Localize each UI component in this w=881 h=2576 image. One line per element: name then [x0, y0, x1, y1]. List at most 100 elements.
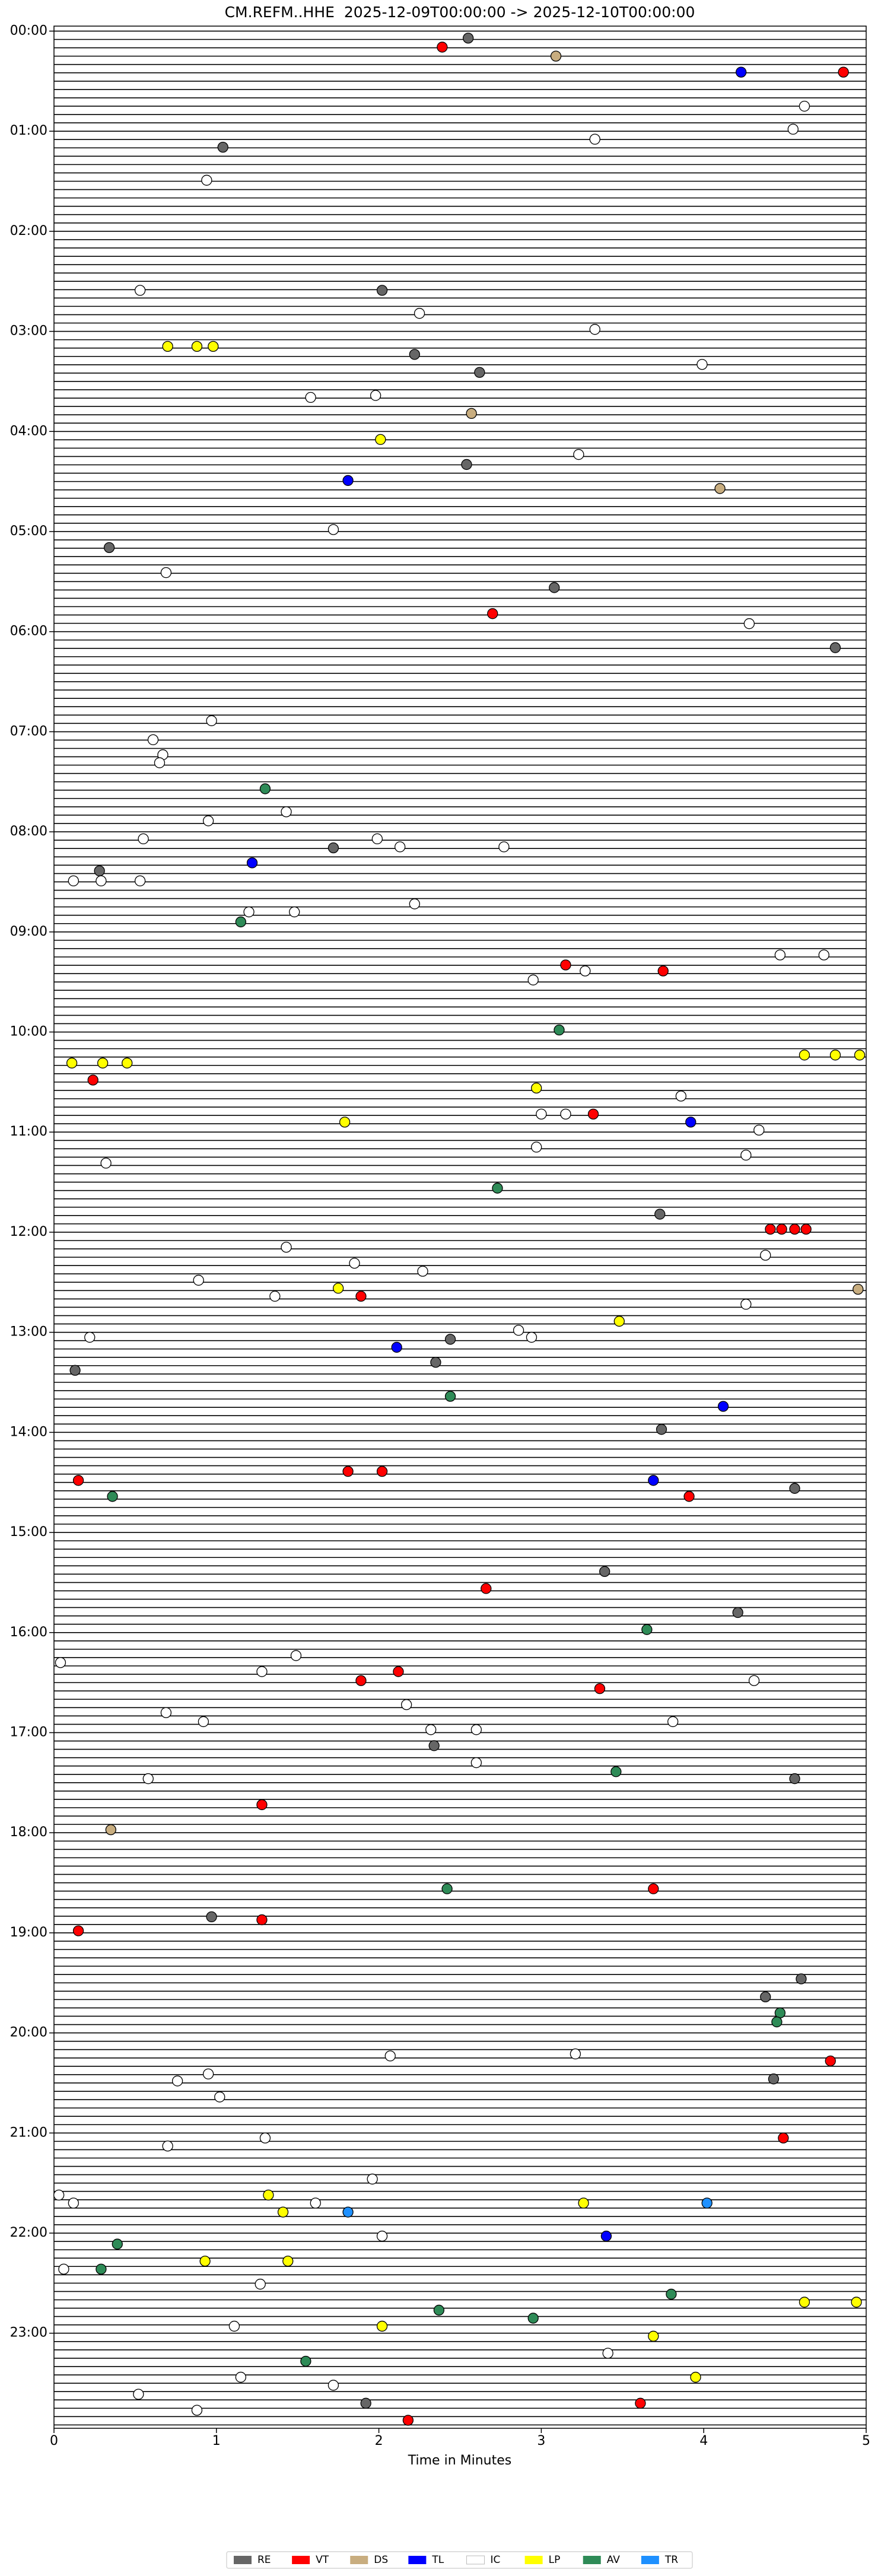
x-tick-label: 4 [699, 2434, 708, 2448]
event-marker [760, 1991, 771, 2003]
event-marker [333, 1283, 344, 1294]
event-marker [560, 1108, 571, 1120]
legend-swatch [466, 2555, 485, 2565]
event-marker [466, 408, 477, 419]
y-tick-label: 07:00 [10, 724, 47, 739]
event-marker [641, 1624, 653, 1635]
y-tick-label: 18:00 [10, 1825, 47, 1840]
event-marker [683, 1491, 695, 1502]
legend-swatch [292, 2556, 310, 2564]
event-marker [87, 1074, 98, 1086]
event-marker [587, 1108, 599, 1120]
event-marker [526, 1331, 537, 1343]
event-marker [675, 1090, 687, 1102]
event-marker [342, 2206, 354, 2218]
event-marker [527, 974, 539, 985]
event-marker [202, 815, 214, 826]
event-marker [277, 2206, 289, 2218]
event-marker [648, 1475, 659, 1486]
event-marker [133, 2389, 144, 2400]
event-marker [255, 2278, 266, 2290]
event-marker [375, 434, 386, 445]
event-marker [602, 2348, 613, 2359]
event-marker [409, 349, 420, 360]
event-marker [199, 2256, 211, 2267]
event-marker [327, 524, 339, 535]
event-marker [829, 642, 841, 653]
y-tick-label: 16:00 [10, 1625, 47, 1640]
event-marker [409, 898, 420, 909]
event-marker [147, 734, 159, 746]
event-marker [228, 2320, 240, 2332]
event-marker [214, 2091, 225, 2103]
event-marker [854, 1050, 866, 1061]
event-marker [243, 906, 255, 918]
event-marker [589, 324, 600, 335]
event-marker [838, 66, 849, 78]
event-marker [191, 2405, 203, 2416]
event-marker [84, 1331, 96, 1343]
event-marker [201, 174, 212, 186]
event-marker [58, 2263, 69, 2275]
event-marker [549, 582, 560, 593]
event-marker [206, 1911, 217, 1923]
event-marker [654, 1209, 666, 1220]
event-marker [444, 1391, 456, 1402]
event-marker [66, 1057, 78, 1068]
event-marker [202, 2068, 214, 2079]
y-tick-label: 05:00 [10, 524, 47, 539]
event-marker [112, 2238, 123, 2250]
x-tick-label: 2 [375, 2434, 383, 2448]
event-marker [68, 2197, 79, 2209]
y-tick-label: 06:00 [10, 624, 47, 639]
event-marker [685, 1117, 696, 1128]
event-marker [370, 390, 381, 401]
event-marker [600, 2230, 612, 2242]
event-marker [171, 2075, 183, 2087]
y-tick-label: 15:00 [10, 1525, 47, 1540]
x-tick-label: 1 [212, 2434, 221, 2448]
legend-swatch [524, 2556, 543, 2564]
event-marker [776, 1223, 787, 1235]
event-marker [578, 2197, 589, 2209]
event-marker [256, 1666, 268, 1677]
event-marker [799, 2297, 810, 2308]
legend-label: DS [374, 2554, 388, 2566]
legend-swatch [408, 2556, 427, 2564]
event-marker [599, 1566, 610, 1578]
event-marker [425, 1724, 437, 1735]
event-marker [748, 1675, 760, 1686]
axes: 00:00 01:00 02:00 03:00 04:00 05:00 06:00 07:00… [10, 23, 870, 2448]
legend: RE VT DS TL IC LP AV TR [226, 2551, 693, 2569]
event-marker [444, 1334, 456, 1345]
event-marker [281, 1242, 292, 1253]
event-marker [430, 1357, 441, 1368]
event-marker [474, 367, 485, 378]
event-marker [774, 2007, 786, 2019]
event-marker [760, 1249, 771, 1261]
event-marker [796, 1973, 807, 1985]
event-marker [648, 2330, 659, 2342]
event-marker [714, 483, 726, 494]
event-marker [263, 2189, 274, 2201]
event-marker [198, 1716, 209, 1728]
event-marker [554, 1024, 565, 1036]
event-marker [69, 1365, 81, 1376]
y-tick-label: 12:00 [10, 1225, 47, 1239]
event-marker [531, 1082, 542, 1094]
plot-frame [53, 26, 867, 2429]
event-marker [208, 341, 219, 352]
event-marker [305, 392, 316, 403]
legend-box [226, 2551, 693, 2569]
event-marker [648, 1883, 659, 1894]
event-marker [395, 841, 406, 853]
event-marker [160, 567, 172, 578]
event-marker [327, 842, 339, 854]
event-marker [550, 50, 562, 62]
y-tick-label: 13:00 [10, 1325, 47, 1340]
event-marker [774, 949, 786, 961]
event-marker [339, 1117, 351, 1128]
event-marker [433, 2304, 445, 2316]
event-marker [740, 1149, 752, 1161]
